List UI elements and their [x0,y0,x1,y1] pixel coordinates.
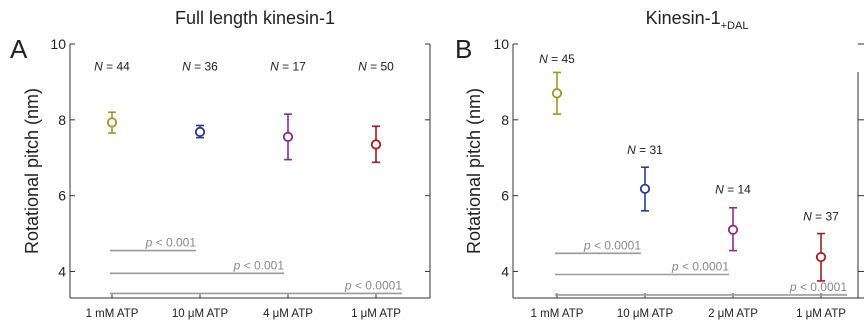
y-tick-label: 6 [501,188,509,204]
data-point [370,139,382,150]
significance-label: p < 0.0001 [789,280,847,294]
significance-label: p < 0.0001 [344,278,402,292]
n-label: N = 14 [715,183,751,197]
x-tick-label: 4 μM ATP [263,308,313,320]
y-tick-label: 8 [501,112,509,128]
chart-title: Full length kinesin-1 [175,8,335,28]
y-axis-label: Rotational pitch (nm) [464,88,484,254]
data-point [551,88,563,99]
x-tick-label: 10 μM ATP [617,308,674,320]
chart-title: Kinesin-1+DAL [646,8,749,32]
n-label: N = 45 [539,52,575,66]
data-point [194,126,206,138]
significance-label: p < 0.0001 [583,238,641,252]
x-tick-label: 1 μM ATP [796,308,846,320]
x-tick-label: 1 mM ATP [86,308,139,320]
data-point [282,131,294,142]
x-tick-label: 10 μM ATP [172,308,229,320]
n-label: N = 17 [270,60,306,74]
y-axis-label: Rotational pitch (nm) [22,88,42,254]
y-tick-label: 10 [50,36,66,52]
x-tick-label: 1 μM ATP [351,308,401,320]
data-point [106,117,118,128]
significance-label: p < 0.0001 [671,259,729,273]
n-label: N = 37 [803,209,839,223]
chart-panel-b: 4 6 8 10 1 mM ATP 10 μM ATP 2 μM ATP 1 μM ATP Ro… [455,8,864,320]
data-point [815,251,827,263]
x-tick-label: 1 mM ATP [531,308,584,320]
y-tick-label: 6 [58,188,66,204]
y-tick-label: 4 [501,263,509,279]
data-point [727,224,739,235]
y-tick-label: 10 [493,36,509,52]
significance-label: p < 0.001 [233,258,285,272]
y-tick-label: 8 [58,112,66,128]
significance-label: p < 0.001 [145,236,197,250]
chart-panel-a: 4 6 8 10 1 mM ATP 10 μM ATP 4 μM ATP 1 μM ATP Ro… [10,8,431,320]
panel-letter: A [10,34,28,64]
x-tick-label: 2 μM ATP [708,308,758,320]
n-label: N = 31 [627,143,663,157]
n-label: N = 44 [94,60,130,74]
data-point [639,183,651,194]
y-tick-label: 4 [58,263,66,279]
panel-letter: B [455,34,472,64]
n-label: N = 36 [182,60,218,74]
n-label: N = 50 [358,60,394,74]
